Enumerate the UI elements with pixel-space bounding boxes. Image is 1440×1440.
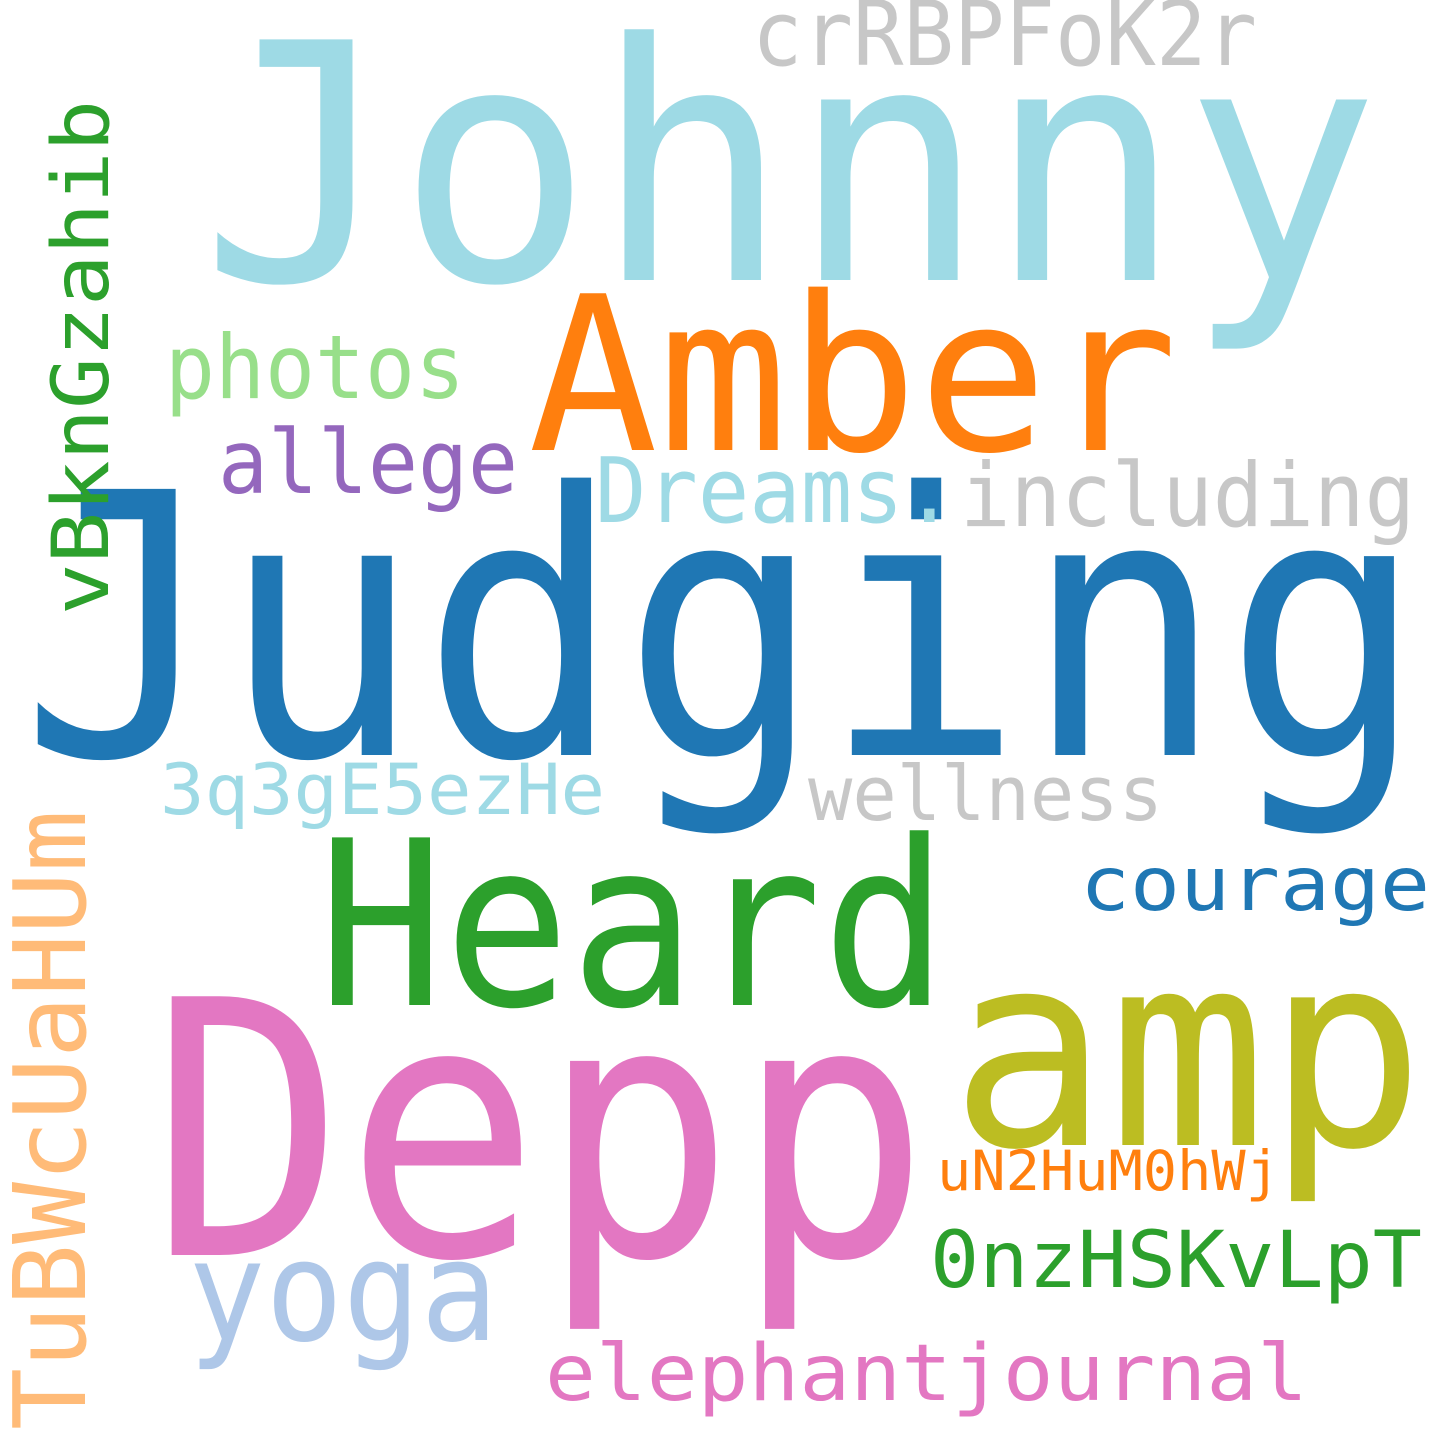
word-0nzhskvlpt: 0nzHSKvLpT bbox=[930, 1216, 1422, 1306]
word-judging: Judging bbox=[20, 417, 1425, 842]
word-amber: Amber bbox=[528, 250, 1178, 501]
word-allege: allege bbox=[218, 411, 518, 514]
word-vbkngzahib: vBknGzahib bbox=[37, 100, 127, 615]
word-depp: Depp bbox=[150, 925, 930, 1339]
word-including: including bbox=[960, 444, 1415, 547]
word-photos: photos bbox=[165, 316, 465, 419]
word-yoga: yoga bbox=[188, 1211, 498, 1374]
word-amp: amp bbox=[950, 894, 1425, 1209]
word-heard: Heard bbox=[318, 793, 948, 1060]
word-tubwcuahum: TuBWcUaHUm bbox=[0, 810, 109, 1430]
word-crrbpfok2r: crRBPFoK2r bbox=[752, 0, 1257, 87]
word-wellness: wellness bbox=[808, 749, 1163, 838]
word-courage: courage bbox=[1080, 840, 1430, 928]
word-dreams: Dreams. bbox=[595, 439, 955, 544]
word-johnny: Johnny bbox=[200, 0, 1380, 358]
word-un2hum0hwj: uN2HuM0hWj bbox=[937, 1139, 1280, 1203]
word-3q3ge5ezhe: 3q3gE5ezHe bbox=[160, 749, 605, 831]
word-elephantjournal: elephantjournal bbox=[545, 1329, 1308, 1419]
